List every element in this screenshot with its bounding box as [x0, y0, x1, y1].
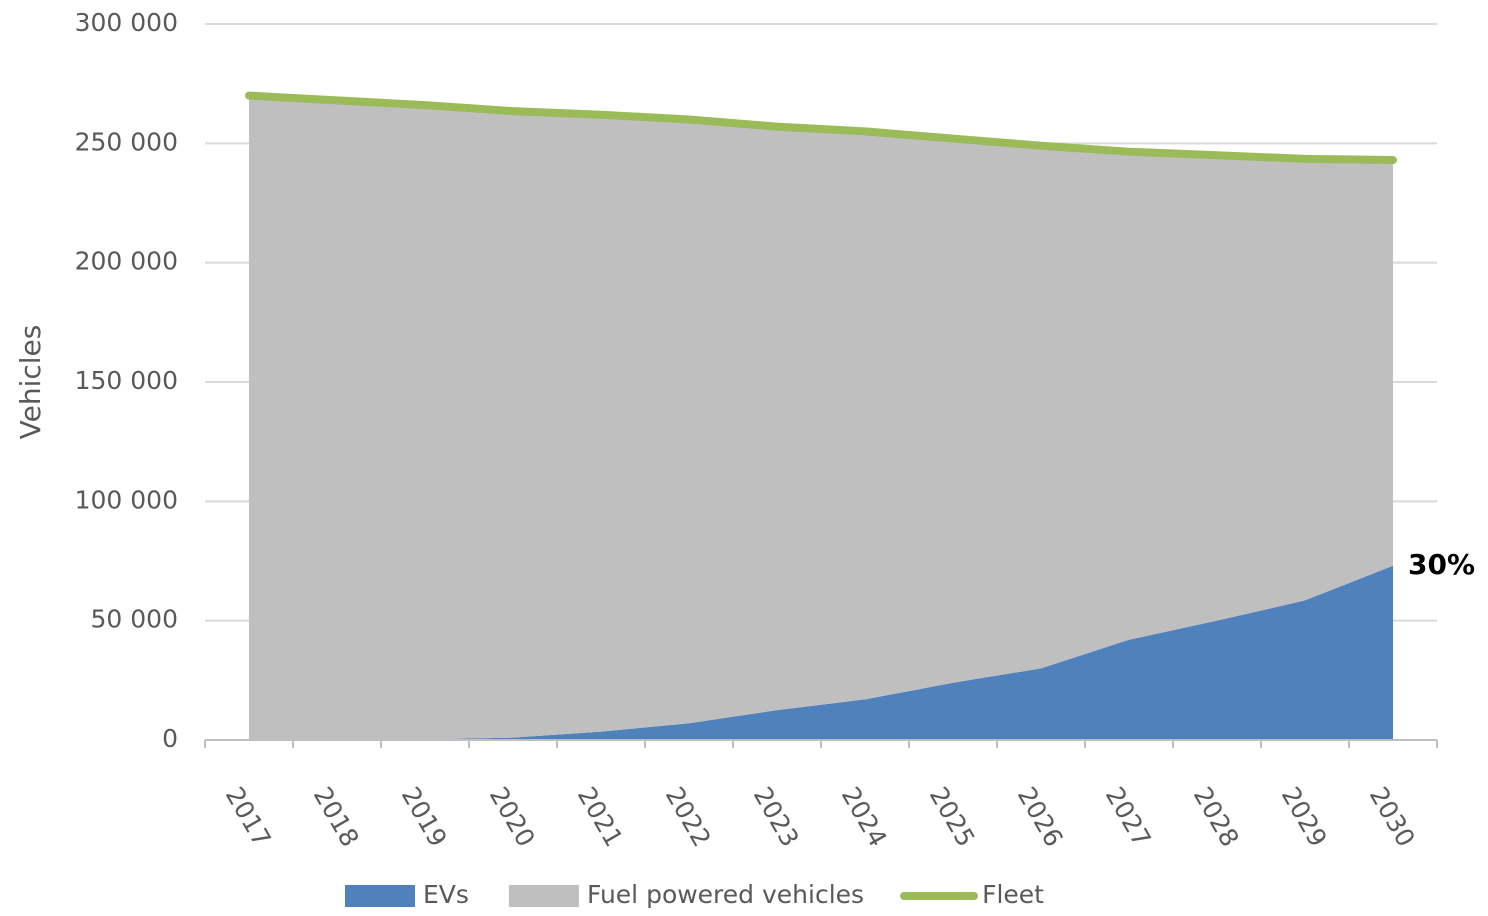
- x-tick-label: 2025: [924, 782, 981, 852]
- y-tick-label: 300 000: [75, 8, 178, 37]
- x-tick-label: 2022: [660, 782, 717, 852]
- x-tick-label: 2030: [1364, 782, 1421, 852]
- x-tick-label: 2023: [748, 782, 805, 852]
- y-tick-label: 50 000: [91, 605, 178, 634]
- x-tick-label: 2027: [1100, 782, 1157, 852]
- line: [245, 91, 1397, 165]
- y-tick-label: 0: [162, 724, 178, 753]
- x-tick-label: 2021: [572, 782, 629, 852]
- area: [249, 95, 1393, 741]
- legend-label: EVs: [423, 880, 469, 909]
- y-axis-label: Vehicles: [14, 325, 47, 440]
- x-tick-label: 2020: [484, 782, 541, 852]
- x-tick-label: 2017: [220, 782, 277, 852]
- area: [249, 565, 1393, 740]
- x-tick-label: 2018: [308, 782, 365, 852]
- legend-swatch: [508, 885, 579, 907]
- y-tick-label: 250 000: [75, 127, 178, 156]
- legend-label: Fuel powered vehicles: [587, 880, 864, 909]
- legend-label: Fleet: [982, 880, 1044, 909]
- annotation: 30%: [1408, 548, 1475, 581]
- x-tick-label: 2019: [396, 782, 453, 852]
- x-tick-label: 2028: [1188, 782, 1245, 852]
- x-tick-label: 2026: [1012, 782, 1069, 852]
- legend-swatch: [345, 885, 415, 907]
- y-tick-label: 200 000: [75, 247, 178, 276]
- x-tick-label: 2029: [1276, 782, 1333, 852]
- y-tick-label: 150 000: [75, 366, 178, 395]
- y-tick-label: 100 000: [75, 485, 178, 514]
- x-tick-label: 2024: [836, 782, 893, 852]
